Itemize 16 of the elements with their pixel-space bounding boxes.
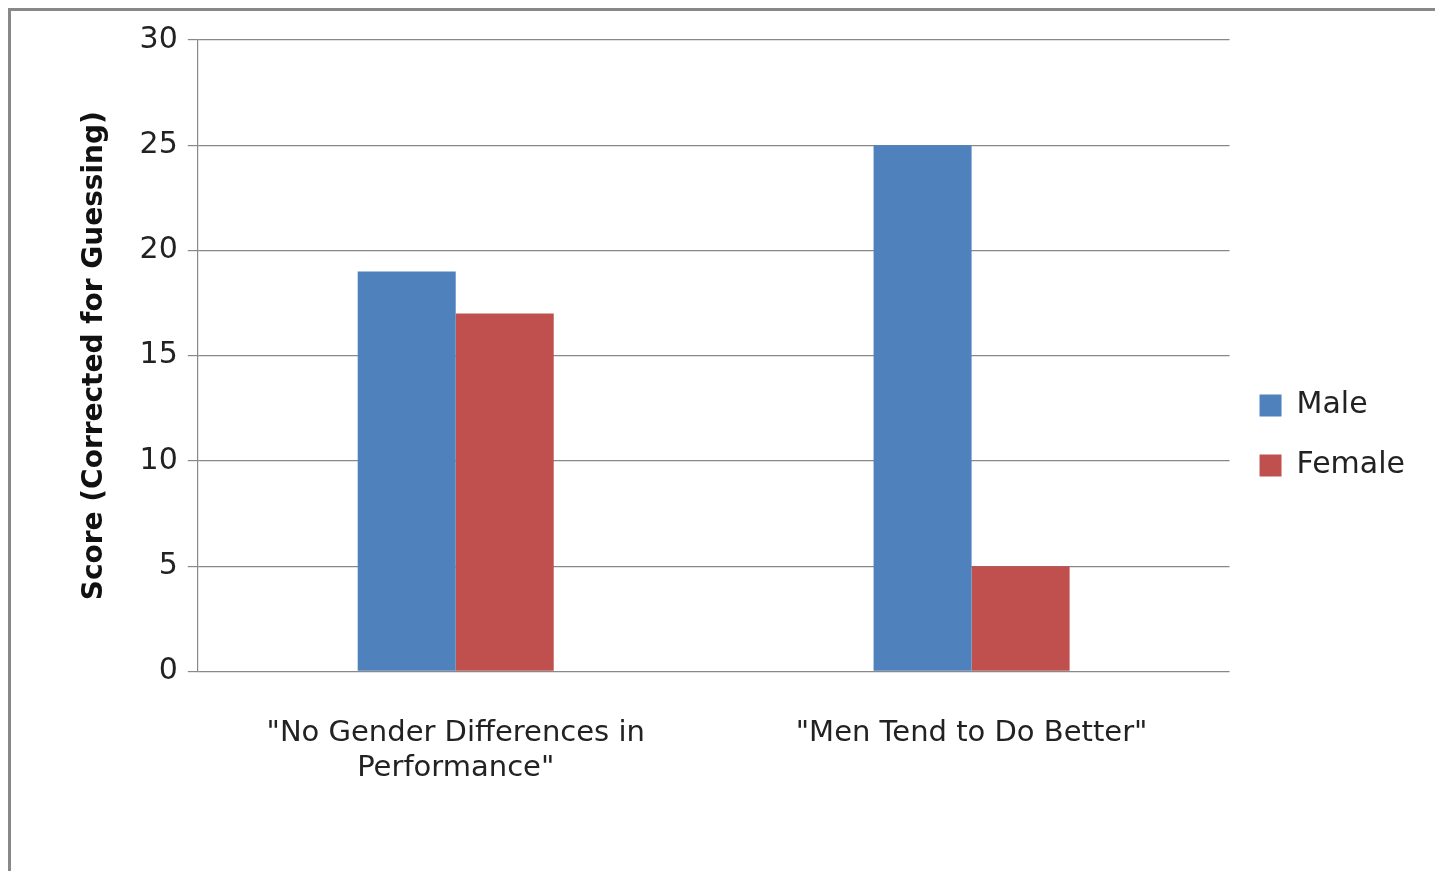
x-tick-label: "No Gender Differences in Performance": [266, 714, 645, 784]
y-tick-label: 5: [158, 545, 178, 581]
y-tick-label: 10: [139, 440, 178, 476]
legend-label: Male: [1296, 385, 1368, 421]
y-tick-label: 25: [139, 125, 178, 161]
y-tick-label: 30: [139, 19, 178, 55]
legend-label: Female: [1296, 445, 1406, 481]
y-axis-title: Score (Corrected for Guessing): [76, 111, 110, 601]
x-tick-label: "Men Tend to Do Better": [795, 714, 1148, 749]
bar: [357, 271, 456, 671]
bar: [873, 145, 972, 671]
y-tick-label: 20: [139, 230, 178, 266]
y-tick-label: 0: [158, 651, 178, 687]
bar: [971, 566, 1070, 671]
bar: [455, 313, 554, 671]
y-tick-label: 15: [139, 335, 178, 371]
